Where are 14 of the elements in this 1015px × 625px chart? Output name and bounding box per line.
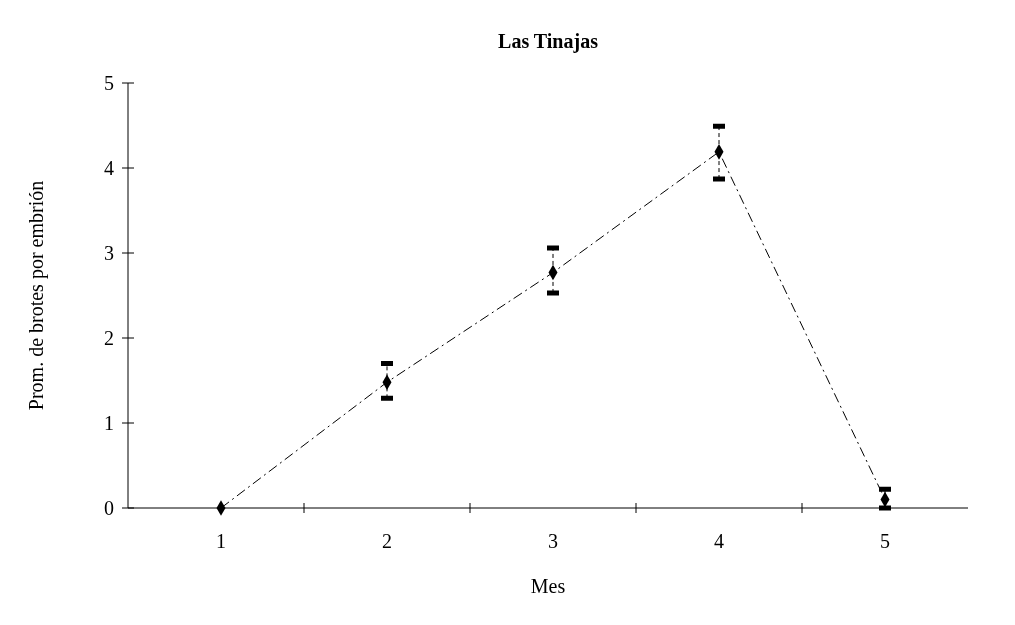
y-tick-label: 4 <box>104 157 114 179</box>
x-axis-title: Mes <box>530 575 566 597</box>
x-tick-label: 3 <box>548 530 558 552</box>
x-tick-label: 1 <box>216 530 226 552</box>
y-tick-label: 3 <box>104 242 114 264</box>
y-tick-label: 5 <box>104 72 114 94</box>
x-tick-label: 2 <box>382 530 392 552</box>
chart-title: Las Tinajas <box>498 30 599 53</box>
y-axis-title: Prom. de brotes por embrión <box>25 180 48 411</box>
x-tick-label: 4 <box>714 530 724 552</box>
y-tick-label: 2 <box>104 327 114 349</box>
x-tick-label: 5 <box>880 530 890 552</box>
y-tick-label: 0 <box>104 497 114 519</box>
y-tick-label: 1 <box>104 412 114 434</box>
